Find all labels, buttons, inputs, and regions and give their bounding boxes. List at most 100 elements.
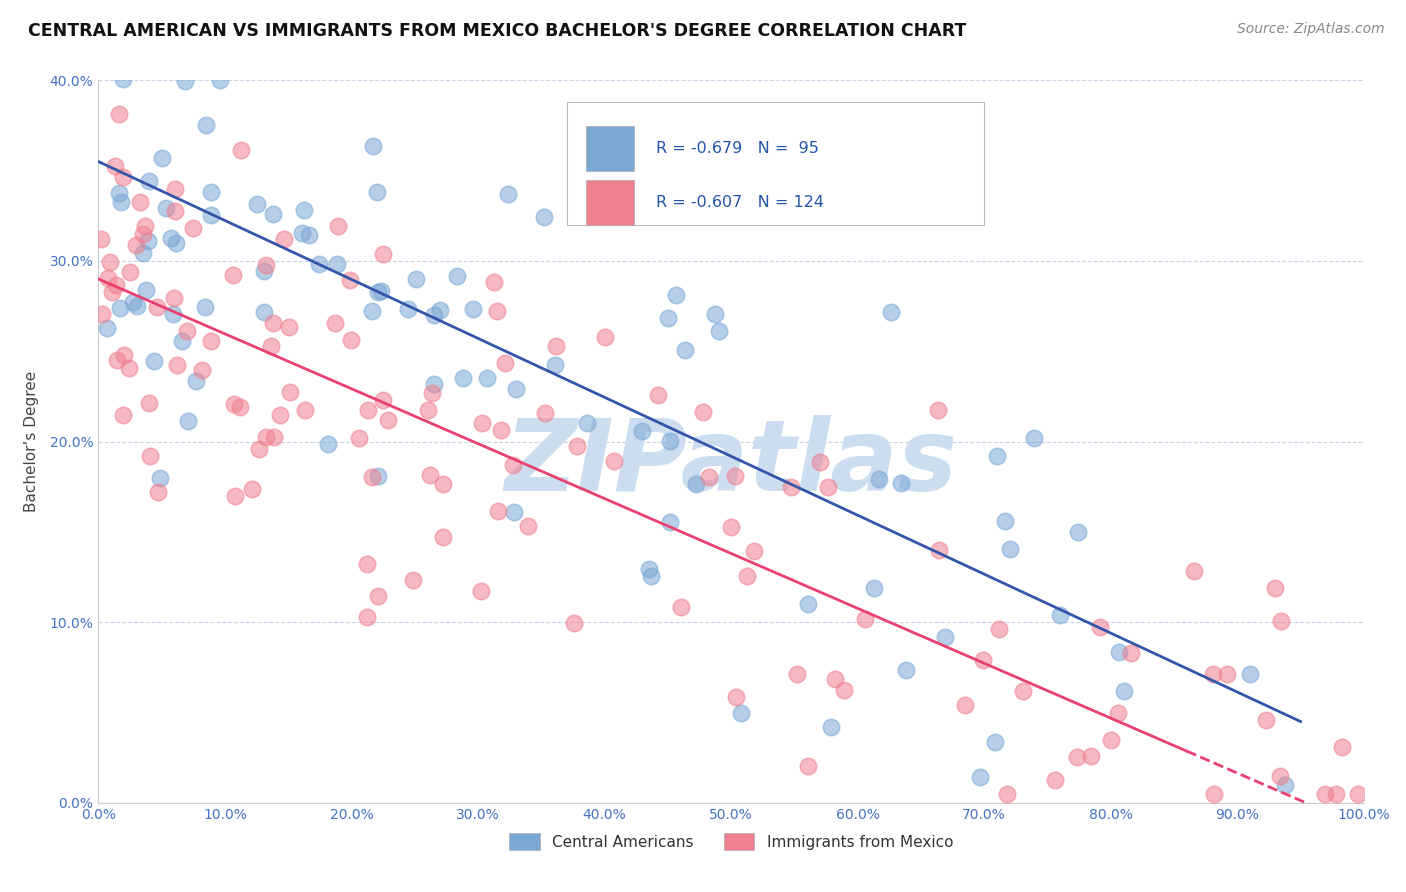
Point: [432, 476, 454, 491]
Point: [987, 622, 1010, 636]
Point: [254, 430, 277, 444]
Point: [339, 333, 361, 347]
Legend: Central Americans, Immigrants from Mexico: Central Americans, Immigrants from Mexic…: [503, 827, 959, 856]
Point: [194, 300, 217, 314]
Point: [546, 339, 568, 353]
Point: [172, 334, 194, 348]
Point: [112, 72, 135, 87]
Point: [1099, 733, 1122, 747]
Bar: [585, 180, 634, 225]
Point: [129, 195, 152, 210]
Point: [638, 562, 661, 576]
Point: [724, 468, 747, 483]
Point: [576, 416, 599, 430]
Point: [817, 480, 839, 494]
Point: [209, 73, 232, 87]
Point: [1274, 778, 1296, 792]
Point: [640, 568, 662, 582]
Point: [90, 307, 112, 321]
Point: [1108, 645, 1130, 659]
Point: [1324, 787, 1347, 801]
Text: R = -0.607   N = 124: R = -0.607 N = 124: [657, 195, 824, 211]
Point: [229, 144, 252, 158]
Point: [122, 295, 145, 310]
Point: [278, 320, 301, 334]
Point: [1043, 772, 1066, 787]
Point: [90, 232, 112, 246]
Point: [361, 469, 384, 483]
Point: [396, 301, 419, 316]
Point: [160, 231, 183, 245]
Point: [155, 201, 177, 215]
Point: [124, 237, 146, 252]
Point: [657, 310, 679, 325]
Point: [139, 449, 162, 463]
Point: [779, 480, 801, 494]
Point: [165, 204, 187, 219]
Point: [377, 413, 399, 427]
Point: [1121, 646, 1143, 660]
Point: [148, 484, 170, 499]
Point: [146, 301, 169, 315]
Point: [138, 234, 160, 248]
Point: [1022, 431, 1045, 445]
Point: [463, 302, 485, 317]
Point: [273, 232, 295, 246]
Point: [953, 698, 976, 713]
Point: [631, 424, 654, 438]
Point: [416, 403, 439, 417]
Point: [240, 483, 263, 497]
Text: Source: ZipAtlas.com: Source: ZipAtlas.com: [1237, 22, 1385, 37]
Point: [111, 55, 134, 70]
Point: [107, 186, 129, 201]
Point: [1239, 667, 1261, 681]
Point: [562, 616, 585, 631]
Point: [326, 219, 349, 233]
Point: [294, 403, 316, 417]
Point: [97, 55, 120, 70]
Point: [485, 304, 508, 318]
Point: [316, 437, 339, 451]
Point: [112, 408, 135, 422]
Text: ZIPatlas: ZIPatlas: [505, 415, 957, 512]
Point: [112, 348, 135, 362]
Point: [786, 667, 808, 681]
Point: [1202, 666, 1225, 681]
Point: [832, 683, 855, 698]
Point: [496, 187, 519, 202]
Point: [658, 515, 681, 529]
Point: [534, 406, 557, 420]
Point: [107, 353, 129, 368]
Point: [297, 228, 319, 243]
Point: [533, 210, 555, 224]
Point: [361, 304, 384, 318]
Point: [735, 568, 758, 582]
Point: [984, 734, 1007, 748]
FancyBboxPatch shape: [567, 102, 984, 225]
Point: [262, 207, 284, 221]
Point: [356, 609, 378, 624]
Point: [222, 397, 245, 411]
Point: [292, 203, 315, 218]
Point: [1067, 525, 1090, 540]
Point: [253, 264, 276, 278]
Point: [1270, 614, 1292, 628]
Point: [366, 185, 388, 199]
Point: [326, 257, 349, 271]
Point: [117, 361, 139, 376]
Point: [357, 403, 380, 417]
Point: [291, 226, 314, 240]
Point: [184, 374, 207, 388]
Point: [658, 434, 681, 448]
Point: [820, 720, 842, 734]
Point: [486, 504, 509, 518]
Point: [269, 409, 291, 423]
Point: [112, 170, 135, 185]
Point: [482, 276, 505, 290]
Point: [367, 285, 389, 299]
Point: [254, 258, 277, 272]
Point: [928, 542, 950, 557]
Point: [222, 268, 245, 283]
Point: [863, 581, 886, 595]
Point: [246, 196, 269, 211]
